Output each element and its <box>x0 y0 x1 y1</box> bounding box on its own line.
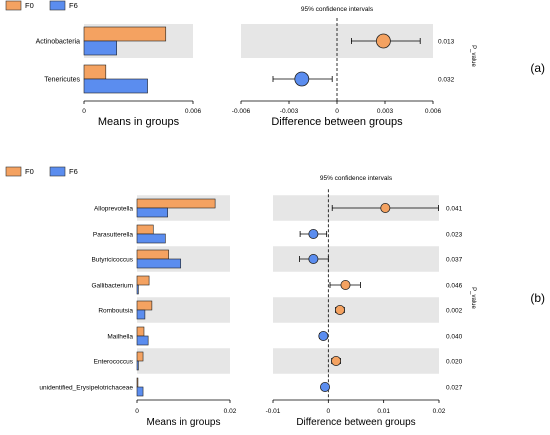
panel-b-bar-x-tick-label: 0 <box>135 408 139 415</box>
panel-a-bar-x-tick-label: 0 <box>82 108 86 115</box>
panel-b-p-value: 0.040 <box>446 334 463 341</box>
panel-a-legend-label-f0: F0 <box>25 1 34 10</box>
panel-b-ci-x-tick-label: 0 <box>327 408 331 415</box>
panel-b-bar-f0-enterococcus <box>136 351 144 362</box>
panel-a-legend-swatch-f6 <box>49 0 66 11</box>
panel-b-bar-f0-unidentified_erysipelotrichaceae <box>136 377 139 388</box>
panel-a-p-value: 0.013 <box>438 39 455 46</box>
panel-a-ci-x-tick-label: -0.006 <box>232 108 251 115</box>
panel-b-p-value: 0.002 <box>446 308 463 315</box>
panel-b-legend-label-f6: F6 <box>69 167 78 176</box>
panel-b-diff-point-gallibacterium <box>340 279 351 290</box>
panel-b-bar-f6-gallibacterium <box>136 284 139 295</box>
panel-a-ci-x-axis-title: Difference between groups <box>271 116 403 128</box>
panel-b-bar-f0-butyricicoccus <box>136 249 169 260</box>
panel-b-diff-point-unidentified_erysipelotrichaceae <box>320 381 331 392</box>
panel-b-diff-point-alloprevotella <box>380 202 391 213</box>
panel-b-legend-swatch-f6 <box>49 166 66 177</box>
panel-a-category-label: Tenericutes <box>44 77 80 84</box>
panel-a-diff-point-actinobacteria <box>375 33 391 49</box>
panel-b-bar-f6-unidentified_erysipelotrichaceae <box>136 386 144 397</box>
panel-b-legend-label-f0: F0 <box>25 167 34 176</box>
panel-b-diff-point-enterococcus <box>331 355 342 366</box>
panel-a-p-value-axis-label: P_value <box>470 45 476 67</box>
panel-b-p-value: 0.037 <box>446 257 463 264</box>
panel-b-bar-f0-alloprevotella <box>136 198 216 209</box>
panel-a-bar-f6-tenericutes <box>83 78 148 94</box>
panel-a-label: (a) <box>530 61 545 75</box>
panel-b-category-label: Mailhella <box>107 334 133 341</box>
panel-b-p-value: 0.041 <box>446 206 463 213</box>
panel-b-bar-f6-parasutterella <box>136 233 166 244</box>
panel-a-ci-x-tick-label: 0 <box>335 108 339 115</box>
panel-b-p-value: 0.020 <box>446 359 463 366</box>
panel-a-ci-x-tick-label: -0.003 <box>280 108 299 115</box>
panel-b-bar-band <box>137 348 230 374</box>
panel-b-legend-swatch-f0 <box>5 166 22 177</box>
panel-b-bar-f6-alloprevotella <box>136 207 168 218</box>
panel-b-ci-band <box>273 297 439 323</box>
panel-a-ci-x-tick-label: 0.003 <box>377 108 394 115</box>
panel-a-bar-f0-actinobacteria <box>83 26 167 42</box>
panel-b-ci-x-tick-label: 0.02 <box>433 408 446 415</box>
panel-a-p-value: 0.032 <box>438 77 455 84</box>
panel-b-bar-f0-parasutterella <box>136 224 154 235</box>
panel-b-diff-point-butyricicoccus <box>308 253 319 264</box>
panel-a-legend-swatch-f0 <box>5 0 22 11</box>
panel-b-ci-band <box>273 246 439 272</box>
panel-b-diff-point-mailhella <box>318 330 329 341</box>
panel-b-bar-f6-mailhella <box>136 335 149 346</box>
panel-b-category-label: Enterococcus <box>94 359 134 366</box>
panel-b-category-label: Gallibacterium <box>91 283 133 290</box>
panel-a-ci-title: 95% confidence intervals <box>301 6 374 13</box>
panel-b-category-label: Alloprevotella <box>94 206 133 213</box>
panel-b-ci-title: 95% confidence intervals <box>320 175 393 182</box>
panel-a-category-label: Actinobacteria <box>36 39 80 46</box>
panel-b-bar-f0-mailhella <box>136 326 145 337</box>
panel-a-legend-label-f6: F6 <box>69 1 78 10</box>
panel-b-category-label: Romboutsia <box>98 308 133 315</box>
panel-b-bar-f0-romboutsia <box>136 300 153 311</box>
panel-a-diff-point-tenericutes <box>294 71 310 87</box>
panel-b-ci-x-axis-title: Difference between groups <box>296 417 415 428</box>
panel-b-bar-f6-enterococcus <box>136 360 139 371</box>
panel-a-bar-x-tick-label: 0.006 <box>185 108 202 115</box>
panel-b-p-value: 0.046 <box>446 283 463 290</box>
panel-b-bar-x-tick-label: 0.02 <box>224 408 237 415</box>
panel-b-p-value: 0.027 <box>446 385 463 392</box>
panel-b-label: (b) <box>530 291 545 305</box>
panel-b-p-value: 0.023 <box>446 232 463 239</box>
panel-b-bar-f6-romboutsia <box>136 309 146 320</box>
panel-b-bar-f6-butyricicoccus <box>136 258 182 269</box>
panel-b-bar-x-axis-title: Means in groups <box>147 417 221 428</box>
panel-b-category-label: unidentified_Erysipelotrichaceae <box>39 385 133 392</box>
panel-b-ci-x-tick-label: -0.01 <box>266 408 281 415</box>
panel-a-bar-f6-actinobacteria <box>83 40 118 56</box>
panel-a-bar-f0-tenericutes <box>83 64 107 80</box>
panel-b-bar-f0-gallibacterium <box>136 275 150 286</box>
panel-b-p-value-axis-label: P_value <box>470 287 476 309</box>
panel-b-diff-point-parasutterella <box>308 228 319 239</box>
panel-a-ci-x-tick-label: 0.006 <box>425 108 442 115</box>
panel-b-ci-x-tick-label: 0.01 <box>377 408 390 415</box>
panel-b-category-label: Parasutterella <box>93 232 133 239</box>
panel-b-diff-point-romboutsia <box>334 304 345 315</box>
panel-b-category-label: Butyricicoccus <box>91 257 133 264</box>
panel-a-bar-x-axis-title: Means in groups <box>98 116 180 128</box>
panel-b-ci-band <box>273 348 439 374</box>
panel-b-bar-band <box>137 297 230 323</box>
